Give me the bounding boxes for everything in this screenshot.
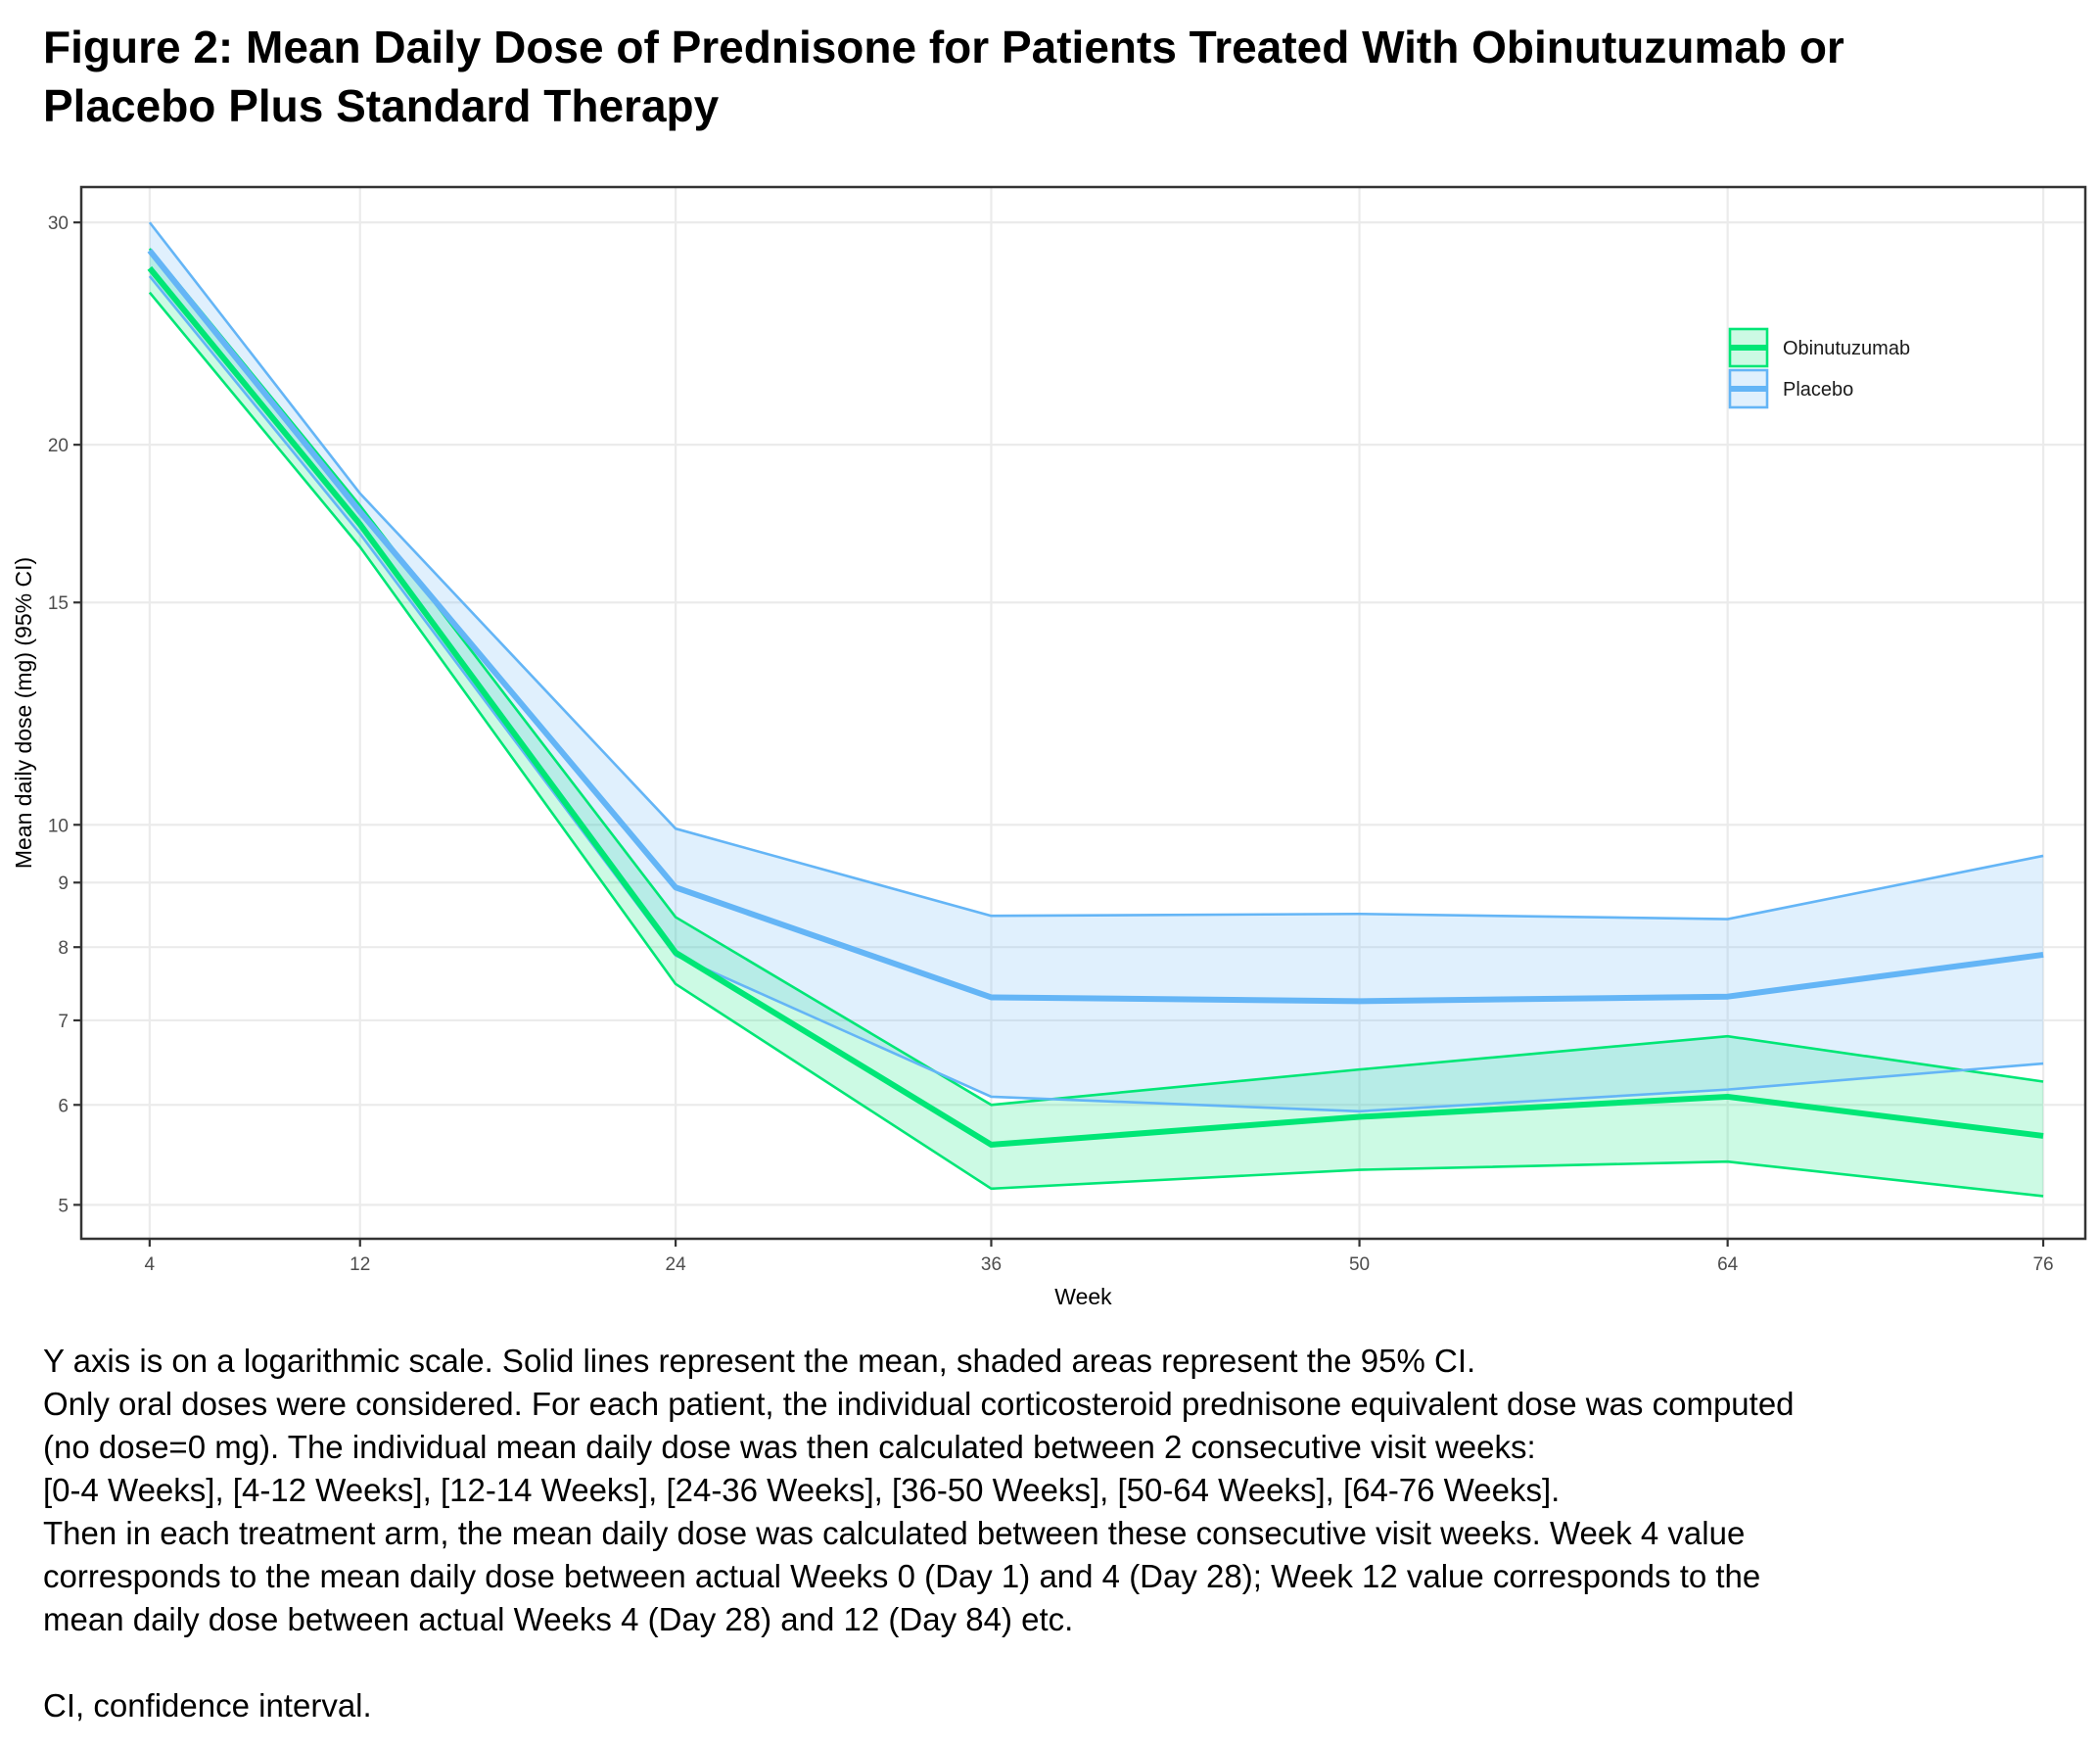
x-tick-label: 76 — [2032, 1254, 2053, 1275]
y-tick-label: 10 — [48, 816, 69, 836]
figure-title: Figure 2: Mean Daily Dose of Prednisone … — [43, 18, 2079, 135]
mean-lines — [147, 248, 2044, 1148]
caption-line: Y axis is on a logarithmic scale. Solid … — [43, 1343, 1476, 1379]
legend-item-obinutuzumab: Obinutuzumab — [1728, 327, 1910, 368]
caption-line: Then in each treatment arm, the mean dai… — [43, 1515, 1746, 1551]
y-tick-label: 30 — [48, 213, 69, 234]
figure-caption: Y axis is on a logarithmic scale. Solid … — [43, 1340, 2079, 1727]
legend: Obinutuzumab Placebo — [1728, 327, 1910, 409]
y-axis: 5 6 7 8 9 10 15 20 30 — [48, 213, 81, 1216]
figure-title-line-1: Figure 2: Mean Daily Dose of Prednisone … — [43, 22, 1844, 72]
y-tick-label: 20 — [48, 436, 69, 456]
ci-ribbon-placebo — [149, 222, 2044, 1111]
x-tick-label: 24 — [666, 1254, 687, 1275]
y-axis-title: Mean daily dose (mg) (95% CI) — [11, 557, 36, 869]
ci-upper-line-obinutuzumab — [148, 248, 2044, 1107]
caption-line: mean daily dose between actual Weeks 4 (… — [43, 1601, 1074, 1637]
legend-label: Placebo — [1783, 379, 1853, 401]
caption-line: Only oral doses were considered. For eac… — [43, 1386, 1795, 1422]
plot-panel-border — [79, 185, 2087, 1241]
y-tick-label: 5 — [58, 1196, 69, 1216]
ci-ribbons — [148, 221, 2044, 1198]
y-tick-label: 8 — [58, 938, 69, 959]
legend-label: Obinutuzumab — [1783, 338, 1910, 359]
caption-abbreviation: CI, confidence interval. — [43, 1687, 372, 1724]
mean-line-placebo — [147, 248, 2044, 1005]
x-axis: 4 12 24 36 50 64 76 — [145, 1239, 2054, 1275]
ci-ribbon-obinutuzumab — [149, 248, 2044, 1197]
x-tick-label: 12 — [350, 1254, 370, 1275]
x-tick-label: 50 — [1349, 1254, 1370, 1275]
grid-lines — [81, 187, 2085, 1239]
mean-line-obinutuzumab — [147, 265, 2044, 1148]
legend-item-placebo: Placebo — [1728, 368, 1853, 409]
ci-upper-line-placebo — [148, 221, 2044, 921]
caption-line: (no dose=0 mg). The individual mean dail… — [43, 1429, 1536, 1465]
plot-panel-background — [81, 187, 2085, 1239]
x-axis-title: Week — [1054, 1284, 1112, 1309]
caption-line: [0-4 Weeks], [4-12 Weeks], [12-14 Weeks]… — [43, 1472, 1561, 1508]
ci-lower-line-placebo — [148, 275, 2044, 1113]
x-tick-label: 36 — [981, 1254, 1002, 1275]
y-tick-label: 6 — [58, 1096, 69, 1116]
ci-lower-line-obinutuzumab — [148, 291, 2044, 1198]
y-tick-label: 7 — [58, 1012, 69, 1032]
caption-line: corresponds to the mean daily dose betwe… — [43, 1558, 1761, 1594]
x-tick-label: 64 — [1717, 1254, 1739, 1275]
figure-title-line-2: Placebo Plus Standard Therapy — [43, 80, 720, 131]
y-tick-label: 15 — [48, 593, 69, 614]
chart: 5 6 7 8 9 10 15 20 30 4 12 24 36 50 64 76 Week Mean da… — [11, 185, 2087, 1309]
x-tick-label: 4 — [145, 1254, 156, 1275]
y-tick-label: 9 — [58, 874, 69, 894]
